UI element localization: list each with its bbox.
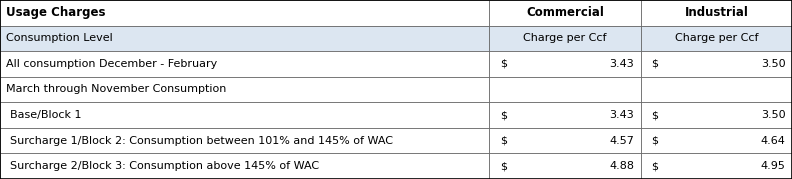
Text: 4.57: 4.57 [610,136,634,146]
Text: Charge per Ccf: Charge per Ccf [524,33,607,43]
Text: $: $ [651,110,658,120]
Bar [489,102,641,128]
Text: $: $ [500,136,507,146]
Text: 4.88: 4.88 [609,161,634,171]
Text: $: $ [500,59,507,69]
Text: $: $ [651,161,658,171]
Text: $: $ [500,161,507,171]
Bar [0,77,489,102]
Text: 3.43: 3.43 [610,59,634,69]
Bar [489,77,641,102]
Text: Industrial: Industrial [684,6,748,19]
Bar [0,128,489,153]
Bar [489,128,641,153]
Text: 3.50: 3.50 [761,110,786,120]
Text: All consumption December - February: All consumption December - February [6,59,217,69]
Text: 4.95: 4.95 [761,161,786,171]
Text: $: $ [651,59,658,69]
Text: Base/Block 1: Base/Block 1 [10,110,81,120]
Bar [489,153,641,179]
Text: 4.64: 4.64 [761,136,786,146]
Text: March through November Consumption: March through November Consumption [6,84,226,95]
Bar [0,51,489,77]
Bar [489,51,641,77]
Bar [0,153,489,179]
Bar [0,26,489,51]
Text: $: $ [500,110,507,120]
Bar [641,153,792,179]
Text: Charge per Ccf: Charge per Ccf [675,33,758,43]
Bar [489,0,641,26]
Bar [0,0,489,26]
Text: Surcharge 2/Block 3: Consumption above 145% of WAC: Surcharge 2/Block 3: Consumption above 1… [10,161,318,171]
Bar [641,102,792,128]
Bar [641,51,792,77]
Bar [641,128,792,153]
Text: 3.50: 3.50 [761,59,786,69]
Bar [0,102,489,128]
Text: Consumption Level: Consumption Level [6,33,112,43]
Text: Commercial: Commercial [526,6,604,19]
Text: Surcharge 1/Block 2: Consumption between 101% and 145% of WAC: Surcharge 1/Block 2: Consumption between… [10,136,393,146]
Text: Usage Charges: Usage Charges [6,6,105,19]
Bar [641,26,792,51]
Text: 3.43: 3.43 [610,110,634,120]
Bar [641,77,792,102]
Bar [641,0,792,26]
Text: $: $ [651,136,658,146]
Bar [489,26,641,51]
